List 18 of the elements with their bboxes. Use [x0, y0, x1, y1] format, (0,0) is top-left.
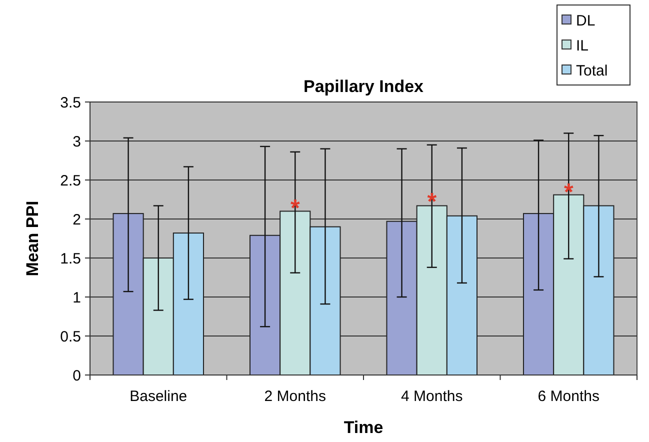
- x-tick-label: Baseline: [130, 388, 188, 405]
- y-tick-label: 2.5: [60, 172, 81, 190]
- x-tick-label: 4 Months: [401, 388, 463, 405]
- y-tick-label: 0: [72, 367, 81, 384]
- legend-label: DL: [576, 12, 596, 30]
- chart-title: Papillary Index: [304, 77, 424, 96]
- y-tick-label: 2: [72, 211, 81, 228]
- x-axis-title: Time: [344, 418, 384, 437]
- y-axis-title: Mean PPI: [23, 200, 42, 276]
- y-tick-label: 1: [72, 289, 81, 306]
- y-tick-label: 3: [72, 133, 81, 150]
- y-tick-label: 3.5: [60, 94, 81, 112]
- x-tick-label: 6 Months: [538, 388, 600, 405]
- legend-label: IL: [576, 37, 589, 54]
- legend-label: Total: [576, 62, 608, 80]
- y-tick-label: 0.5: [60, 328, 81, 346]
- y-tick-label: 1.5: [60, 250, 81, 268]
- x-tick-label: 2 Months: [264, 388, 326, 405]
